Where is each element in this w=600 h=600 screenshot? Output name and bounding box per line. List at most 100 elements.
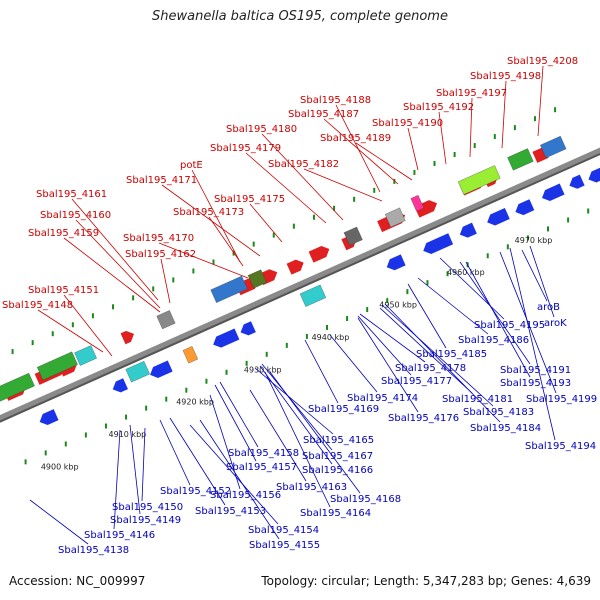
gene-block	[299, 284, 327, 307]
outer-tick-mark	[172, 277, 175, 283]
leader-line-bottom	[509, 247, 556, 441]
gene-label-top: Sbal195_4175	[214, 194, 285, 205]
outer-tick-mark	[292, 223, 295, 229]
inner-tick-mark	[245, 360, 248, 366]
label-leaders	[29, 65, 557, 545]
gene-block	[0, 372, 35, 402]
inner-tick-mark	[24, 459, 27, 465]
gene-label-bottom: Sbal195_4158	[228, 448, 299, 459]
gene-label-top: Sbal195_4171	[126, 175, 197, 186]
leader-line-bottom	[379, 307, 473, 394]
inner-tick-mark	[567, 217, 570, 223]
inner-tick-mark	[205, 378, 208, 384]
reverse-gene	[542, 183, 565, 202]
leader-line-bottom	[254, 367, 334, 435]
gene-label-top: Sbal195_4208	[507, 56, 578, 67]
gene-label-bottom: Sbal195_4166	[302, 465, 373, 476]
gene-label-bottom: Sbal195_4178	[395, 363, 466, 374]
backbone-line	[0, 147, 600, 421]
gene-block	[247, 269, 267, 289]
gene-label-top: Sbal195_4180	[226, 124, 297, 135]
outer-tick-mark	[393, 178, 396, 184]
gene-label-bottom: Sbal195_4146	[84, 530, 155, 541]
accession-label: Accession: NC_009997	[9, 574, 146, 588]
leader-line-bottom	[417, 277, 489, 335]
leader-line-bottom	[359, 313, 426, 363]
outer-tick-mark	[473, 143, 476, 149]
gene-label-bottom: Sbal195_4199	[526, 394, 597, 405]
outer-tick-mark	[493, 134, 496, 140]
reverse-gene	[240, 321, 256, 336]
gene-label-top: Sbal195_4182	[268, 159, 339, 170]
outer-tick-mark	[533, 116, 536, 122]
gene-label-bottom: Sbal195_4149	[110, 515, 181, 526]
gene-label-bottom: Sbal195_4191	[500, 365, 571, 376]
outer-tick-mark	[51, 331, 54, 337]
inner-tick-mark	[486, 253, 489, 259]
outer-tick-mark	[272, 232, 275, 238]
leader-line-bottom	[357, 315, 412, 376]
inner-tick-mark	[386, 298, 389, 304]
genome-title: Shewanella baltica OS195, complete genom…	[152, 9, 448, 24]
leader-line-top	[261, 133, 344, 221]
reverse-gene	[588, 167, 600, 183]
outer-tick-mark	[112, 304, 115, 310]
forward-gene	[308, 245, 330, 263]
leader-line-top	[208, 216, 244, 267]
inner-tick-mark	[165, 396, 168, 402]
inner-tick-mark	[506, 244, 509, 250]
reverse-gene	[515, 199, 535, 216]
gene-label-top: potE	[180, 160, 203, 171]
inner-tick-mark	[346, 316, 349, 322]
gene-label-top: Sbal195_4190	[372, 118, 443, 129]
reverse-gene	[112, 378, 128, 393]
leader-line-bottom	[159, 419, 191, 486]
leader-line-bottom	[113, 429, 121, 530]
leader-line-top	[249, 203, 283, 243]
leader-line-top	[160, 258, 171, 304]
inner-tick-mark	[84, 432, 87, 438]
leader-line-top	[407, 127, 419, 171]
genome-stats: Topology: circular; Length: 5,347,283 bp…	[261, 574, 591, 588]
gene-block	[540, 135, 567, 159]
gene-label-top: Sbal195_4187	[288, 109, 359, 120]
tick-label: 4950 kbp	[379, 301, 417, 310]
leader-line-top	[63, 237, 161, 313]
gene-label-bottom: Sbal195_4195	[474, 320, 545, 331]
inner-tick-mark	[587, 208, 590, 214]
leader-line-bottom	[407, 283, 447, 349]
reverse-gene	[423, 233, 454, 254]
leader-line-bottom	[209, 394, 241, 490]
leader-line-bottom	[141, 427, 146, 502]
gene-block	[457, 165, 501, 195]
gene-block	[384, 207, 406, 228]
gene-block	[125, 361, 150, 383]
inner-tick-mark	[526, 235, 529, 241]
gene-label-bottom: Sbal195_4152	[160, 486, 231, 497]
leader-line-top	[537, 65, 544, 137]
gene-label-bottom: aroB	[537, 302, 560, 313]
reverse-gene	[459, 222, 477, 238]
gene-label-bottom: Sbal195_4193	[500, 378, 571, 389]
tick-label: 4940 kbp	[312, 333, 350, 342]
leader-line-top	[303, 168, 383, 202]
tick-label: 4900 kbp	[41, 462, 79, 471]
top-gene-labels: Sbal195_4148 Sbal195_4151 Sbal195_4159 Sbal…	[2, 56, 578, 311]
inner-tick-mark	[366, 307, 369, 313]
gene-label-bottom: Sbal195_4150	[112, 502, 183, 513]
outer-tick-mark	[453, 151, 456, 157]
gene-label-top: Sbal195_4159	[28, 228, 99, 239]
inner-tick-mark	[104, 423, 107, 429]
gene-label-bottom: Sbal195_4169	[308, 404, 379, 415]
leader-line-top	[75, 219, 161, 309]
gene-label-bottom: Sbal195_4176	[388, 413, 459, 424]
leader-line-bottom	[465, 261, 531, 378]
leader-line-top	[161, 184, 261, 257]
reverse-gene	[150, 360, 173, 378]
leader-line-bottom	[259, 365, 333, 465]
leader-line-top	[158, 242, 249, 279]
gene-label-top: Sbal195_4148	[2, 300, 73, 311]
leader-line-bottom	[384, 303, 501, 423]
gene-tracks	[0, 107, 600, 465]
